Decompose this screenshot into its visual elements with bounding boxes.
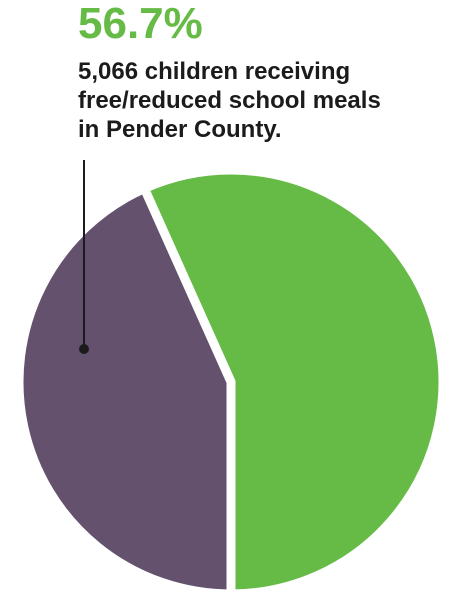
caption-line-3: in Pender County.: [78, 115, 282, 143]
annotation-leader-dot: [79, 344, 89, 354]
percentage-label: 56.7%: [78, 0, 203, 48]
caption-line-2: free/reduced school meals: [78, 86, 381, 114]
pie-slices: [14, 165, 448, 591]
caption-line-1: 5,066 children receiving: [78, 58, 351, 85]
pie-slice-2: [14, 182, 236, 591]
pie-slice-1: [138, 165, 448, 591]
annotation-caption: 5,066 children receiving free/reduced sc…: [78, 58, 438, 144]
